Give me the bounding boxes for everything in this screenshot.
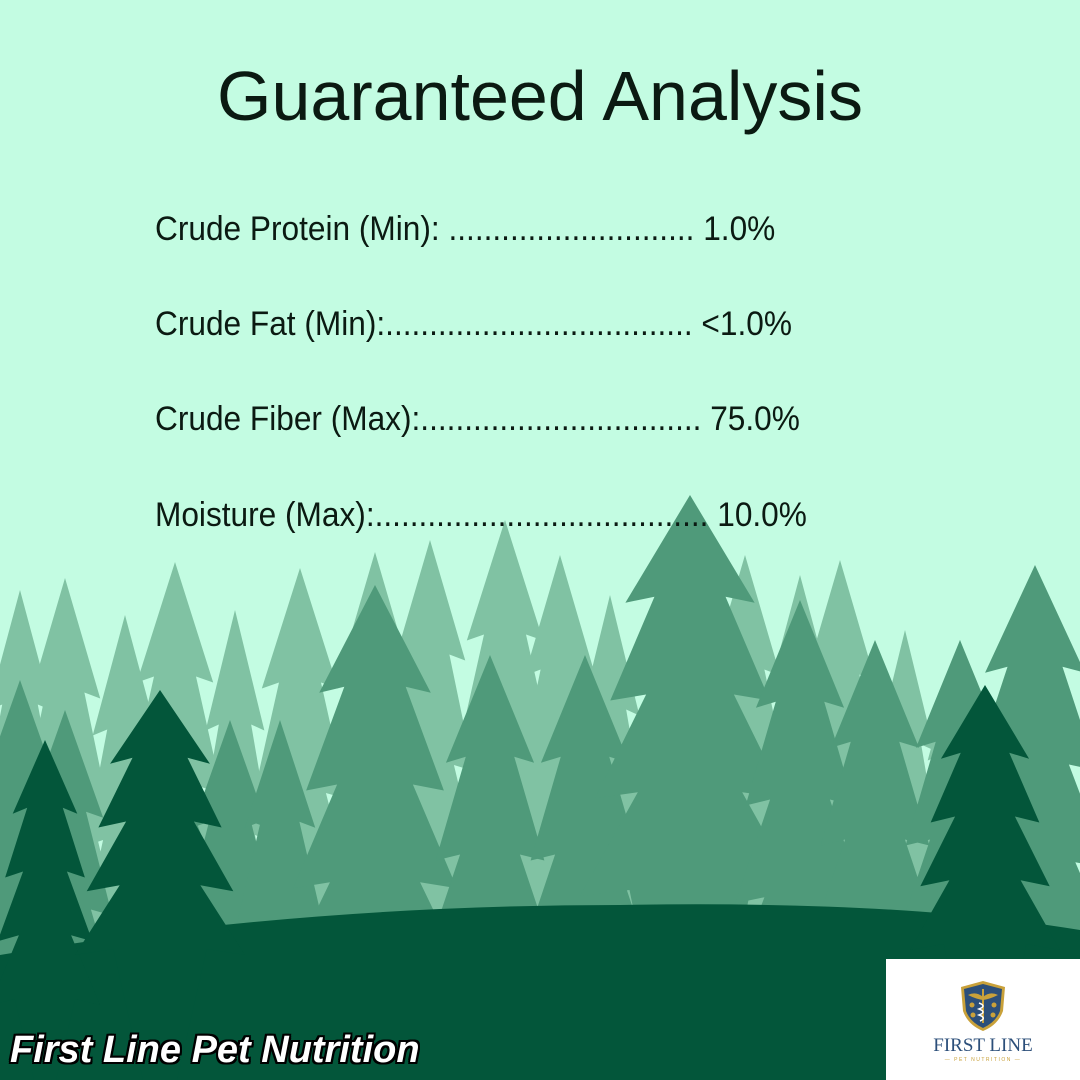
pine-tree [0,740,100,1080]
brand-logo: FIRST LINE — PET NUTRITION — [886,959,1080,1080]
brand-caption: First Line Pet Nutrition [10,1029,420,1071]
logo-subtitle: — PET NUTRITION — [944,1057,1022,1063]
analysis-row-moisture: Moisture (Max):.........................… [155,496,807,534]
page-title: Guaranteed Analysis [217,57,863,135]
analysis-row-protein: Crude Protein (Min): ...................… [155,210,776,248]
pine-tree [75,690,245,1080]
analysis-row-fiber: Crude Fiber (Max):......................… [155,400,800,438]
pine-tree [910,685,1060,1080]
caduceus-shield-icon [961,981,1005,1031]
ground [0,904,1080,1080]
pine-tree [580,495,800,1080]
logo-name: FIRST LINE [933,1035,1033,1056]
analysis-row-fat: Crude Fat (Min):........................… [155,305,792,343]
